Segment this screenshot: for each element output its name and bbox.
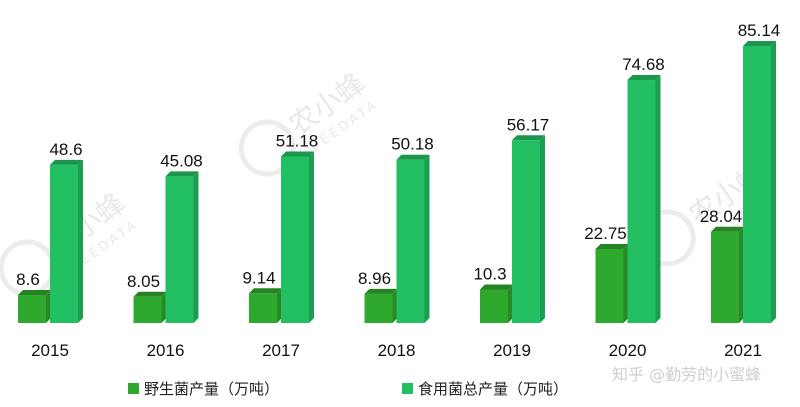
bar [50,159,83,323]
bar-front [743,46,771,323]
bar-top [396,154,430,160]
bar-side [739,226,744,323]
x-tick-label: 2015 [31,341,69,360]
bar [595,243,629,323]
watermark-logo [0,239,56,297]
bar-side [508,284,513,323]
legend-swatch [128,383,139,394]
bar [711,226,744,323]
data-label: 74.68 [622,55,665,74]
legend-label: 野生菌产量（万吨） [144,380,279,398]
bar [133,291,167,323]
data-label: 10.3 [473,264,506,283]
bar [396,154,430,323]
x-tick-label: 2020 [609,341,647,360]
bar-front [627,80,656,323]
bar-side [424,154,430,323]
bar-top [743,41,776,46]
bar-side [277,288,282,323]
x-tick-label: 2016 [147,341,185,360]
bar-front [133,296,162,323]
data-label: 8.6 [16,270,40,289]
data-label: 28.04 [700,207,743,226]
legend-item: 野生菌产量（万吨） [128,380,279,398]
bar-front [165,176,194,323]
data-label: 50.18 [391,135,434,154]
bar-top [364,288,398,294]
data-label: 8.05 [127,272,160,291]
bar-front [18,295,46,323]
bar [480,284,513,323]
x-tick-label: 2021 [724,341,762,360]
legend-item: 食用菌总产量（万吨） [402,380,568,398]
bar-side [771,41,776,323]
credit-text: 知乎 @勤劳的小蜜蜂 [612,365,761,384]
bar-top [249,288,282,294]
legend-label: 食用菌总产量（万吨） [418,380,568,398]
bar-top [281,151,314,157]
bar-side [392,288,398,323]
data-label: 85.14 [738,21,781,40]
bar-front [711,231,739,323]
bar-top [512,135,545,141]
bar-front [249,293,277,323]
bar-top [480,284,513,290]
bar-side [193,171,199,323]
data-label: 9.14 [242,268,275,287]
data-label: 51.18 [276,131,319,150]
bar-side [655,75,661,323]
bar-front [281,156,309,323]
bar [249,288,282,323]
bar-side [540,135,545,323]
bar [512,135,545,323]
x-tick-label: 2019 [493,341,531,360]
bar-top [133,291,167,297]
bar-top [711,226,744,232]
data-label: 8.96 [358,269,391,288]
bar [165,171,199,323]
bar [364,288,398,323]
bar [18,290,51,323]
bar-top [595,243,629,249]
bars-layer [18,41,776,323]
bar-side [623,243,629,323]
bar [627,75,661,323]
bar-side [78,159,83,323]
x-axis-ticks: 2015 2016 2017 2018 2019 2020 2021 [31,341,762,360]
bar-front [480,289,508,323]
data-label: 45.08 [160,151,203,170]
data-label: 56.17 [507,115,550,134]
bar-front [50,164,78,323]
bar-side [161,291,167,323]
data-label: 22.75 [584,224,627,243]
data-label: 48.6 [49,140,82,159]
bar [281,151,314,323]
x-tick-label: 2018 [378,341,416,360]
bar [743,41,776,323]
bar-front [396,159,425,323]
bar-side [309,151,314,323]
legend: 野生菌产量（万吨） 食用菌总产量（万吨） [128,380,568,398]
bar-side [46,290,51,323]
bar-front [364,293,393,323]
x-tick-label: 2017 [262,341,300,360]
bar-top [50,159,83,165]
bar-top [165,171,199,177]
bar-front [595,248,624,323]
legend-swatch [402,383,413,394]
bar-top [627,75,661,81]
value-labels-layer: 8.6 48.6 8.05 45.08 9.14 51.18 8.96 50.18 10.3 56… [16,21,780,291]
bar-front [512,140,540,323]
bar-top [18,290,51,296]
